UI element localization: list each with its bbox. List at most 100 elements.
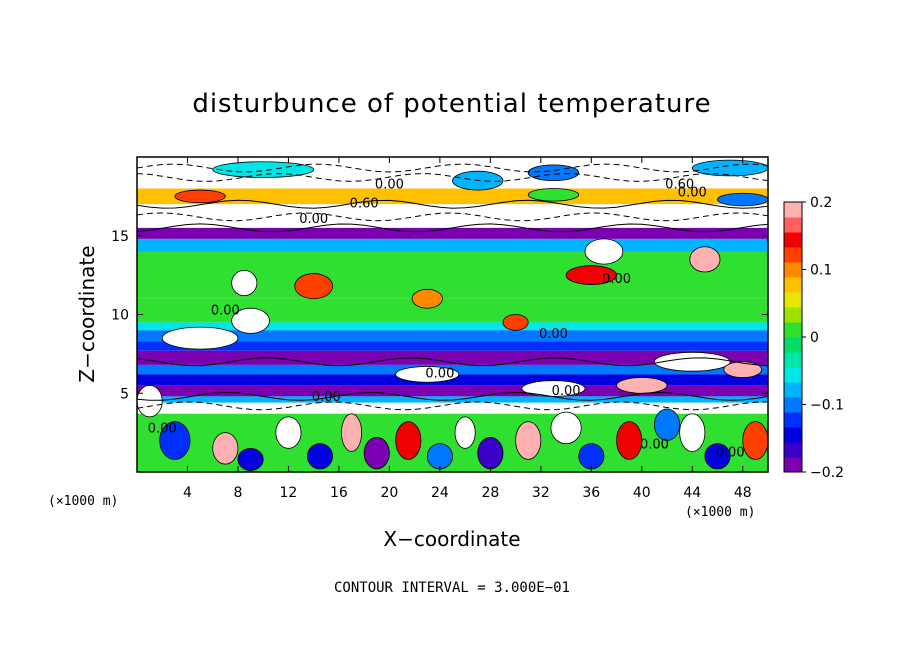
heatmap-band	[137, 204, 768, 228]
x-tick-label: 4	[183, 485, 192, 501]
heatmap-blob	[515, 421, 542, 460]
heatmap-blob	[275, 416, 302, 449]
colorbar-swatch	[784, 247, 802, 263]
heatmap-blob	[550, 411, 582, 445]
y-axis-label: Z−coordinate	[75, 245, 99, 382]
heatmap-band	[137, 330, 768, 342]
colorbar-tick-label: −0.2	[810, 465, 844, 481]
colorbar-swatch	[784, 277, 802, 293]
y-axis-ticks: 5 10 15	[111, 229, 768, 402]
heatmap-band	[137, 350, 768, 365]
x-tick-label: 44	[683, 485, 701, 501]
heatmap-blob	[174, 189, 226, 204]
colorbar-tick-label: 0.2	[810, 195, 832, 211]
contour-labels: 0.000.600.000.600.000.000.000.000.000.00…	[148, 178, 745, 461]
heatmap-band	[137, 227, 768, 239]
colorbar-swatch	[784, 427, 802, 443]
colorbar-swatch	[784, 262, 802, 278]
colorbar-swatch	[784, 352, 802, 368]
colorbar-swatch	[784, 217, 802, 233]
x-unit-label-right: (×1000 m)	[685, 505, 755, 520]
heatmap-blob	[679, 413, 706, 452]
contour-line	[137, 199, 768, 209]
contour-label: 0.00	[148, 422, 177, 437]
colorbar-swatch	[784, 202, 802, 218]
heatmap-blob	[578, 443, 605, 470]
heatmap-blob	[584, 238, 624, 265]
contour-label: 0.00	[678, 185, 707, 200]
heatmap-blob	[212, 432, 239, 465]
x-tick-label: 36	[582, 485, 600, 501]
contour-line	[137, 212, 768, 222]
heatmap-blob	[616, 377, 668, 394]
x-tick-label: 32	[532, 485, 550, 501]
contour-line	[137, 223, 768, 233]
heatmap-blob	[527, 164, 580, 182]
contour-line	[137, 357, 768, 367]
heatmap-blob	[454, 416, 476, 449]
contour-line	[137, 163, 768, 173]
contour-line	[137, 391, 768, 401]
heatmap-blob	[341, 413, 363, 452]
contour-label: 0.00	[602, 272, 631, 287]
contour-lines	[137, 163, 768, 411]
contour-line	[137, 172, 768, 182]
heatmap-blob	[654, 351, 731, 372]
colorbar-swatch	[784, 412, 802, 428]
colorbar-swatch	[784, 367, 802, 383]
heatmap-blob	[723, 361, 763, 378]
y-tick-label: 10	[111, 308, 129, 324]
heatmap-band	[137, 298, 768, 323]
colorbar-swatch	[784, 337, 802, 353]
heatmap-blob	[477, 436, 504, 470]
colorbar-ticks: 0.2 0.1 0 −0.1 −0.2	[802, 195, 844, 481]
heatmap-blob	[231, 269, 258, 296]
heatmap-blob	[411, 288, 443, 309]
heatmap-blob	[717, 192, 768, 207]
heatmap-blob	[691, 159, 768, 177]
colorbar-swatch	[784, 322, 802, 338]
x-axis-ticks: 4 8 12 16 20 24 28 32 36 40 44 48	[183, 157, 752, 501]
contour-label: 0.00	[552, 384, 581, 399]
contour-label: 0.60	[350, 196, 379, 211]
x-tick-label: 24	[431, 485, 449, 501]
x-tick-label: 8	[233, 485, 242, 501]
contour-label: 0.00	[299, 212, 328, 227]
contour-label: 0.60	[665, 178, 694, 193]
heatmap-blob	[527, 188, 580, 202]
heatmap-blob	[689, 246, 721, 273]
colorbar-tick-label: 0.1	[810, 263, 832, 279]
heatmap-blob	[237, 447, 264, 471]
x-tick-label: 40	[633, 485, 651, 501]
contour-label: 0.00	[211, 304, 240, 319]
colorbar-swatch	[784, 397, 802, 413]
heatmap-blob	[137, 384, 163, 418]
heatmap-blob	[231, 307, 270, 334]
heatmap-blob	[395, 366, 460, 383]
colorbar-swatch	[784, 442, 802, 458]
heatmap-blob	[426, 443, 453, 470]
colorbar-swatch	[784, 382, 802, 398]
colorbar-swatch	[784, 457, 802, 473]
contour-label: 0.00	[716, 445, 745, 460]
heatmap-band	[137, 341, 768, 351]
contour-label: 0.00	[375, 178, 404, 193]
contour-label: 0.00	[539, 327, 568, 342]
x-tick-label: 12	[280, 485, 298, 501]
heatmap-blob	[742, 421, 768, 460]
x-tick-label: 16	[330, 485, 348, 501]
x-unit-label-left: (×1000 m)	[48, 494, 118, 509]
colorbar	[784, 202, 802, 473]
heatmap-blob	[159, 421, 191, 460]
heatmap-band	[137, 251, 768, 299]
y-tick-label: 5	[120, 386, 129, 402]
heatmap-blob	[395, 421, 422, 460]
heatmap-blob	[502, 314, 529, 331]
x-axis-label: X−coordinate	[383, 527, 520, 551]
heatmap-blob	[161, 326, 239, 350]
x-tick-label: 28	[481, 485, 499, 501]
colorbar-swatch	[784, 232, 802, 248]
heatmap-blob	[306, 443, 334, 470]
contour-label: 0.00	[312, 390, 341, 405]
